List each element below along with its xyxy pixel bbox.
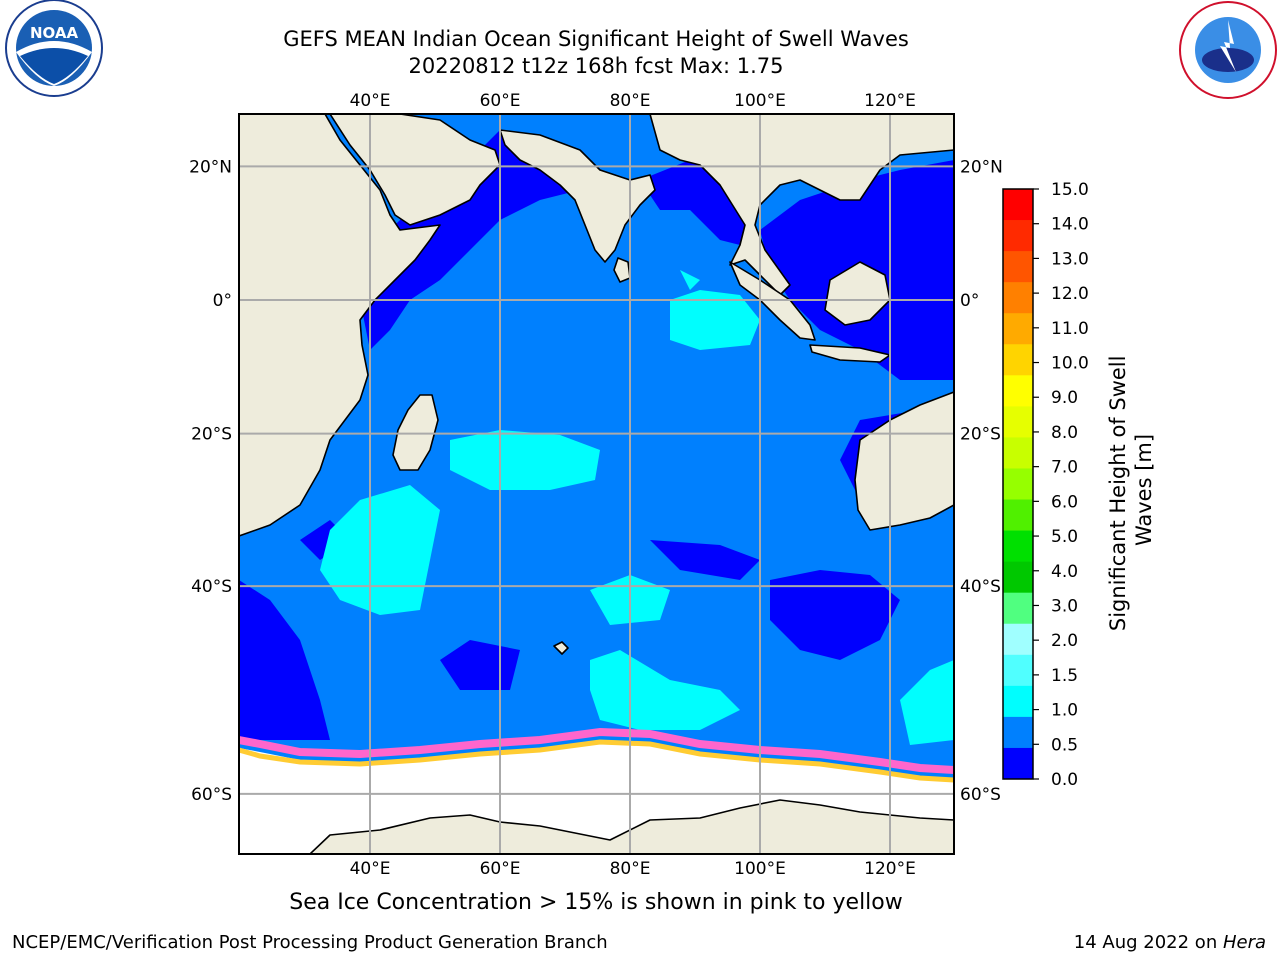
high-swell-region — [670, 290, 760, 350]
lon-tick-top: 120°E — [864, 91, 916, 111]
high-swell-region — [450, 430, 600, 490]
borneo-land — [824, 261, 891, 326]
colorbar-label: 4.0 — [1051, 562, 1078, 582]
lat-tick-left: 20°S — [191, 425, 232, 445]
colorbar-segment — [1003, 623, 1033, 656]
sri-lanka-land — [613, 257, 631, 283]
colorbar-segment — [1003, 437, 1033, 469]
footer-credit: NCEP/EMC/Verification Post Processing Pr… — [12, 932, 608, 953]
footer-date-text: 14 Aug 2022 on — [1073, 932, 1223, 953]
antarctica-land — [309, 799, 954, 854]
colorbar-segment — [1003, 499, 1033, 532]
colorbar-label: 8.0 — [1051, 423, 1078, 443]
colorbar-label: 14.0 — [1051, 215, 1089, 235]
lon-tick-bottom: 40°E — [350, 859, 391, 879]
kerguelen-land — [553, 641, 569, 655]
lat-tick-right: 60°S — [960, 785, 1001, 805]
colorbar-segment — [1003, 313, 1033, 345]
colorbar-segment — [1003, 561, 1033, 594]
arabia-land — [329, 114, 501, 226]
colorbar-segment — [1003, 189, 1033, 221]
map-frame — [238, 113, 955, 855]
colorbar-label: 0.0 — [1051, 770, 1078, 790]
colorbar-label: 3.0 — [1051, 596, 1078, 616]
colorbar-title: Significant Height of Swell Waves [m] — [1106, 349, 1156, 631]
colorbar-title-wrapper: Significant Height of Swell Waves [m] — [1103, 340, 1163, 640]
lon-tick-bottom: 60°E — [480, 859, 521, 879]
colorbar-label: 7.0 — [1051, 458, 1078, 478]
colorbar-segment — [1003, 747, 1033, 780]
australia-land — [854, 391, 954, 531]
footer-date: 14 Aug 2022 on Hera — [1074, 932, 1266, 953]
colorbar-segment — [1003, 282, 1033, 314]
colorbar-label: 2.0 — [1051, 631, 1078, 651]
lat-tick-right: 20°N — [960, 157, 1003, 177]
high-swell-region — [320, 485, 440, 615]
noaa-logo-text: NOAA — [30, 24, 79, 42]
colorbar-label: 1.5 — [1051, 666, 1078, 686]
colorbar-label: 13.0 — [1051, 249, 1089, 269]
colorbar-segment — [1003, 592, 1033, 625]
colorbar-segment — [1003, 716, 1033, 749]
madagascar-land — [392, 394, 439, 471]
colorbar-label: 15.0 — [1051, 180, 1089, 200]
lon-tick-bottom: 120°E — [864, 859, 916, 879]
lat-tick-right: 20°S — [960, 425, 1001, 445]
lat-tick-left: 20°N — [189, 157, 232, 177]
southeast-asia-land — [649, 114, 954, 296]
colorbar-segment — [1003, 220, 1033, 252]
india-land — [499, 129, 656, 263]
colorbar-segment — [1003, 654, 1033, 687]
high-swell-region — [590, 650, 740, 730]
colorbar-segment — [1003, 530, 1033, 563]
high-swell-region — [900, 660, 954, 745]
colorbar-segment — [1003, 251, 1033, 283]
title-line-1: GEFS MEAN Indian Ocean Significant Heigh… — [283, 27, 909, 51]
ice-edge-yellow — [239, 739, 954, 783]
colorbar-label: 5.0 — [1051, 527, 1078, 547]
lon-tick-bottom: 80°E — [610, 859, 651, 879]
colorbar-label: 0.5 — [1051, 735, 1078, 755]
lon-tick-top: 40°E — [350, 91, 391, 111]
low-swell-region — [360, 130, 580, 350]
lat-tick-left: 40°S — [191, 577, 232, 597]
lon-tick-top: 100°E — [734, 91, 786, 111]
sea-ice-note: Sea Ice Concentration > 15% is shown in … — [289, 890, 903, 915]
title-line-2: 20220812 t12z 168h fcst Max: 1.75 — [408, 54, 784, 78]
colorbar-segment — [1003, 406, 1033, 438]
lat-tick-right: 0° — [960, 291, 979, 311]
colorbar-frame — [1002, 188, 1034, 780]
colorbar-label: 11.0 — [1051, 319, 1089, 339]
colorbar-segment — [1003, 344, 1033, 376]
chart-title: GEFS MEAN Indian Ocean Significant Heigh… — [240, 26, 952, 80]
low-swell-region — [770, 570, 900, 660]
colorbar-label: 1.0 — [1051, 701, 1078, 721]
java-land — [809, 344, 891, 363]
footer-host: Hera — [1222, 932, 1266, 953]
nws-logo-icon — [1179, 1, 1277, 99]
noaa-logo-icon: NOAA — [5, 0, 103, 97]
high-swell-region — [680, 270, 700, 290]
low-swell-region — [239, 580, 330, 740]
lon-tick-top: 60°E — [480, 91, 521, 111]
colorbar-label: 10.0 — [1051, 354, 1089, 374]
colorbar-segment — [1003, 375, 1033, 407]
map-area — [239, 114, 954, 854]
lat-tick-left: 0° — [213, 291, 232, 311]
colorbar-label: 6.0 — [1051, 492, 1078, 512]
lat-tick-left: 60°S — [191, 785, 232, 805]
low-swell-region — [650, 540, 760, 580]
lat-tick-right: 40°S — [960, 577, 1001, 597]
lon-tick-top: 80°E — [610, 91, 651, 111]
colorbar-segment — [1003, 468, 1033, 501]
ice-edge-pink — [239, 727, 954, 774]
colorbar-label: 9.0 — [1051, 388, 1078, 408]
colorbar-segment — [1003, 685, 1033, 718]
lon-tick-bottom: 100°E — [734, 859, 786, 879]
colorbar-label: 12.0 — [1051, 284, 1089, 304]
